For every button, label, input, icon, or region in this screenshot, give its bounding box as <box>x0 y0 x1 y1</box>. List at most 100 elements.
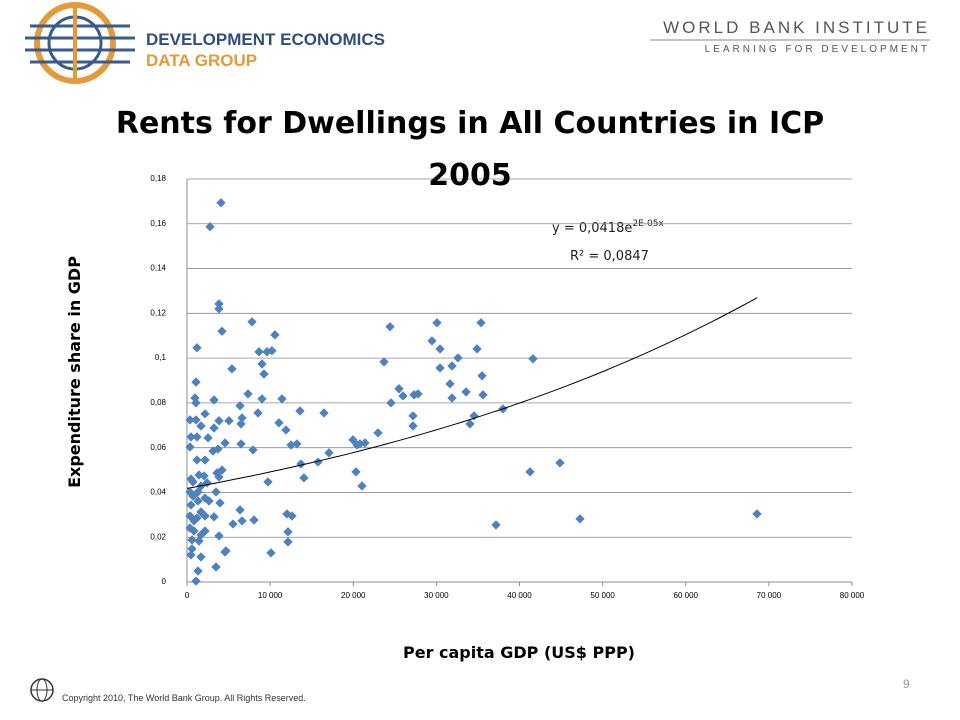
point <box>259 369 269 379</box>
tagline: LEARNING FOR DEVELOPMENT <box>705 44 930 55</box>
point <box>555 458 565 468</box>
point <box>192 455 202 465</box>
point <box>214 299 224 309</box>
point <box>217 326 227 336</box>
chart-title: Rents for Dwellings in All Countries in … <box>115 106 825 193</box>
point <box>243 389 253 399</box>
point <box>299 473 309 483</box>
point <box>192 432 202 442</box>
point <box>235 505 245 515</box>
y-tick-label: 0,04 <box>150 488 166 497</box>
point <box>283 527 293 537</box>
point <box>274 418 284 428</box>
point <box>185 442 195 452</box>
point <box>205 222 215 232</box>
trendline <box>186 297 758 489</box>
point <box>211 562 221 572</box>
point <box>213 444 223 454</box>
logo <box>25 2 135 84</box>
r-squared: R² = 0,0847 <box>570 249 649 264</box>
x-tick-label: 70 000 <box>757 591 782 600</box>
point <box>192 343 202 353</box>
point <box>263 477 273 487</box>
point <box>235 401 245 411</box>
y-tick-label: 0,16 <box>150 219 166 228</box>
point <box>214 304 224 314</box>
point <box>209 512 219 522</box>
point <box>491 520 501 530</box>
logo-text: DATA GROUP <box>146 51 257 70</box>
institute: WORLD BANK INSTITUTE <box>663 18 930 37</box>
point <box>413 389 423 399</box>
point <box>237 413 247 423</box>
point <box>313 457 323 467</box>
x-tick-label: 30 000 <box>424 591 449 600</box>
page-number: 9 <box>903 677 910 691</box>
point <box>752 509 762 519</box>
point <box>186 550 196 560</box>
point <box>266 548 276 558</box>
point <box>324 448 334 458</box>
point <box>385 322 395 332</box>
point <box>220 438 230 448</box>
point <box>525 467 535 477</box>
point <box>435 363 445 373</box>
point <box>214 472 224 482</box>
y-tick-label: 0,1 <box>155 353 167 362</box>
point <box>257 394 267 404</box>
point <box>203 433 213 443</box>
point <box>186 500 196 510</box>
point <box>194 536 204 546</box>
point <box>257 359 267 369</box>
point <box>215 498 225 508</box>
point <box>286 440 296 450</box>
point <box>187 544 197 554</box>
point <box>478 390 488 400</box>
point <box>196 552 206 562</box>
point <box>189 526 199 536</box>
point <box>427 336 437 346</box>
point <box>267 346 277 356</box>
point <box>408 411 418 421</box>
point <box>200 455 210 465</box>
point <box>461 387 471 397</box>
y-axis-label: Expenditure share in GDP <box>65 256 84 488</box>
point <box>445 379 455 389</box>
point <box>447 393 457 403</box>
point <box>193 496 203 506</box>
point <box>214 531 224 541</box>
point <box>476 318 486 328</box>
point <box>373 428 383 438</box>
point <box>270 330 280 340</box>
point <box>453 353 463 363</box>
point <box>221 546 231 556</box>
point <box>283 537 293 547</box>
point <box>351 467 361 477</box>
x-tick-label: 80 000 <box>840 591 865 600</box>
point <box>191 398 201 408</box>
point <box>209 395 219 405</box>
x-tick-label: 40 000 <box>507 591 532 600</box>
point <box>472 344 482 354</box>
point <box>236 419 246 429</box>
point <box>188 491 198 501</box>
point <box>200 409 210 419</box>
point <box>187 535 197 545</box>
logo-text: DEVELOPMENT ECONOMICS <box>146 30 385 49</box>
point <box>528 354 538 364</box>
point <box>224 416 234 426</box>
point <box>575 514 585 524</box>
x-tick-label: 20 000 <box>341 591 366 600</box>
copyright: Copyright 2010, The World Bank Group. Al… <box>62 693 306 703</box>
point <box>200 511 210 521</box>
y-tick-label: 0,08 <box>150 398 166 407</box>
point <box>191 576 201 586</box>
y-tick-label: 0,02 <box>150 532 166 541</box>
point <box>196 421 206 431</box>
point <box>249 515 259 525</box>
point <box>295 406 305 416</box>
point <box>408 421 418 431</box>
point <box>191 377 201 387</box>
equation-base: y = 0,0418e <box>552 221 632 236</box>
